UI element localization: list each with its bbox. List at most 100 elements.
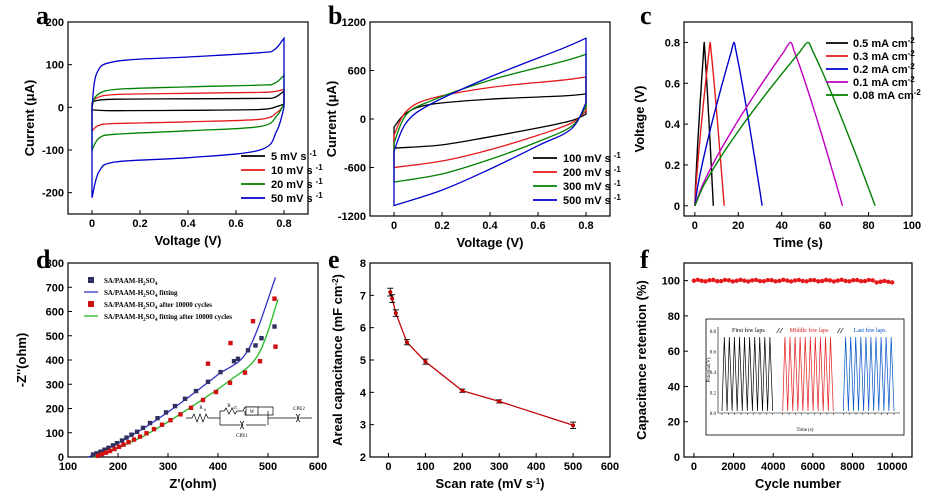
x-tick-label: 0.2 [434,220,449,232]
y-tick-label: 500 [46,331,64,343]
legend-label-part: 4 [155,294,158,299]
data-point-fresh [193,388,199,394]
y-tick-label: 60 [668,346,680,358]
x-tick-label: 0.6 [228,218,243,230]
x-tick-label: 2000 [721,461,745,473]
data-point-cycled [131,437,137,442]
chart-panel-c: 0 20 40 60 80 10000.20.40.60.8 0.5 mA cm-20.3 … [632,21,921,250]
x-axis-label: Voltage (V) [155,233,222,248]
legend-label: SA/PAAM-H2SO4 fitting after 10000 cycles [104,313,232,323]
cv-curve-500-mV-s [393,37,587,207]
legend-label-sup: -2 [908,36,916,45]
y-tick-label: 7 [360,290,366,302]
data-point-fresh [140,425,146,431]
x-tick-label: 10000 [877,461,908,473]
retention-point [800,278,805,284]
inset-y-tick-label: 0.8 [710,330,717,335]
label-rct: R [227,404,231,409]
gcd-curve [694,41,725,206]
label-cpe2: CPE2 [293,407,305,412]
x-tick-label: 400 [209,461,227,473]
y-tick-label: 400 [46,355,64,367]
y-tick-label: 0 [674,452,680,464]
legend-label-base: 0.2 mA cm [853,64,908,76]
retention-point [882,278,887,284]
y-axis-label: Voltage (V) [632,86,647,153]
y-tick-label: 200 [46,17,64,29]
x-axis-label: Cycle number [755,476,841,491]
legend-label-part: 4 [155,282,158,287]
retention-point [812,277,817,283]
data-point-fresh [134,429,140,434]
data-point-cycled [137,434,143,439]
legend-label-part: SA/PAAM-H [104,277,144,285]
y-tick-label: 700 [46,282,64,294]
data-point-fresh [259,335,264,341]
x-tick-label: 0.8 [578,220,593,232]
data-point-cycled [159,422,165,427]
retention-point [835,278,840,283]
y-tick-label: 600 [46,307,64,319]
legend-label-base: 100 mV s [563,153,614,165]
legend-label-sup: -2 [908,49,916,58]
retention-point [839,277,844,283]
y-tick-label: 100 [46,428,64,440]
legend-label-sup: -1 [614,193,622,202]
y-axis-label: Current (μA) [22,80,37,157]
x-axis-label-part: -1 [533,477,541,486]
data-point-cycled [107,448,113,454]
y-axis-label-part: Areal capacitance (mF cm [330,286,345,446]
legend-label-base: 5 mV s [271,151,310,163]
data-point-cycled [227,380,233,385]
legend-label-part: 4 [155,306,158,311]
y-tick-label: 300 [46,379,64,391]
chart-panel-d: 100 200 300 400 500 6000100200300400500600700… [14,258,327,491]
legend-label-part: 2 [143,318,146,323]
legend-marker [88,301,94,307]
legend-label: 0.2 mA cm-2 [853,62,915,76]
retention-point [757,278,763,284]
data-point-cycled [103,450,109,455]
y-tick-label: 100 [662,276,680,288]
x-tick-label: 4000 [761,461,785,473]
inset-y-axis-label: Potential(V) [707,357,712,382]
label-w: W [250,410,255,415]
retention-point [742,278,747,283]
x-axis-label: Time (s) [773,235,823,250]
chart-panel-e: 0 100 200 300 400 500 600 2 3 4 5 6 7 8 Scan rate (mV … [330,258,619,491]
inset-gcd: 0.0 0.2 0.4 0.6 0.8 Potential(V) Time (s) First… [705,318,905,436]
data-point-fresh [163,410,169,415]
y-tick-label: 8 [360,258,366,270]
retention-point [870,278,875,283]
legend-label-sup: -1 [614,151,622,160]
data-point-fresh [253,343,258,348]
retention-point [851,277,856,283]
y-tick-label: 4 [360,387,367,399]
data-point-fresh [218,369,223,375]
axis-break [779,327,783,334]
data-point-fresh [182,396,188,401]
retention-point [707,278,712,283]
label-rct-sub: ct [233,406,237,411]
retention-point [862,278,868,284]
data-point [390,296,395,301]
inset-gcd-segment [842,336,895,412]
legend-label-part: SO [146,277,156,285]
y-tick-label: -1200 [338,211,366,223]
data-point-fresh [110,443,116,448]
cv-curve-100-mV-s [393,93,587,149]
cv-curve-200-mV-s [393,76,587,169]
legend-label: 0.3 mA cm-2 [853,49,915,63]
retention-point [730,279,735,284]
legend-label-sup: -1 [614,165,622,174]
retention-point [738,277,743,283]
plot-frame [683,21,913,217]
panel-letter-f: f [640,245,649,274]
retention-point [777,278,782,284]
y-tick-label: 600 [348,66,366,78]
x-tick-label: 500 [259,461,277,473]
legend-label-part: SO [146,301,156,309]
legend-label-part: SA/PAAM-H [104,301,144,309]
y-tick-label: 0.6 [665,78,680,90]
legend-label: 0.08 mA cm-2 [853,88,921,102]
